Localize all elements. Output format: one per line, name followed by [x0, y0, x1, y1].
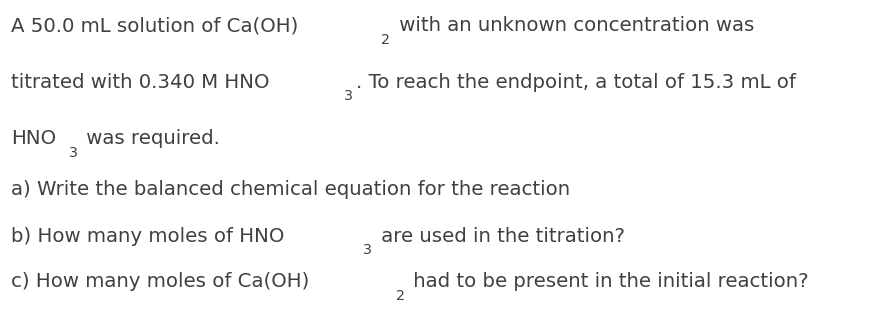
Text: titrated with 0.340 M HNO: titrated with 0.340 M HNO	[11, 73, 269, 92]
Text: with an unknown concentration was: with an unknown concentration was	[393, 16, 754, 35]
Text: 3: 3	[69, 146, 78, 160]
Text: 2: 2	[382, 33, 391, 47]
Text: . To reach the endpoint, a total of 15.3 mL of: . To reach the endpoint, a total of 15.3…	[356, 73, 796, 92]
Text: a) Write the balanced chemical equation for the reaction: a) Write the balanced chemical equation …	[11, 180, 570, 199]
Text: c) How many moles of Ca(OH): c) How many moles of Ca(OH)	[11, 272, 309, 291]
Text: b) How many moles of HNO: b) How many moles of HNO	[11, 227, 284, 246]
Text: are used in the titration?: are used in the titration?	[375, 227, 625, 246]
Text: was required.: was required.	[81, 129, 221, 149]
Text: had to be present in the initial reaction?: had to be present in the initial reactio…	[408, 272, 809, 291]
Text: A 50.0 mL solution of Ca(OH): A 50.0 mL solution of Ca(OH)	[11, 16, 298, 35]
Text: 2: 2	[396, 289, 405, 303]
Text: 3: 3	[344, 89, 354, 104]
Text: HNO: HNO	[11, 129, 56, 149]
Text: 3: 3	[363, 243, 372, 257]
